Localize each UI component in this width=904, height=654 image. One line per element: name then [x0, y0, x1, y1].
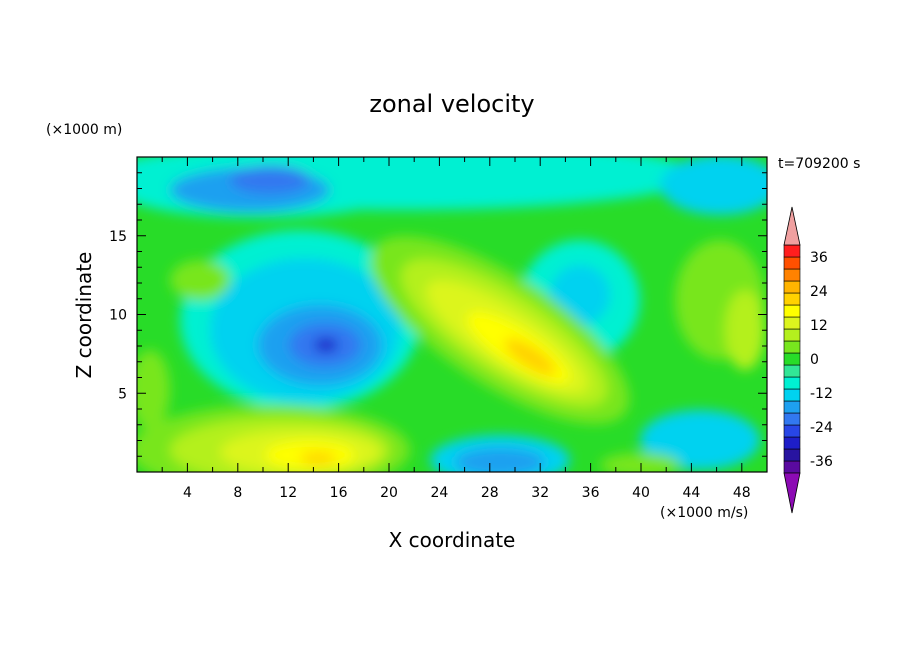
- colorbar-tick-label: 36: [810, 250, 828, 266]
- x-tick-label: 44: [682, 485, 700, 501]
- x-tick-label: 16: [330, 485, 348, 501]
- colorbar-swatch: [783, 280, 801, 294]
- colorbar-swatch: [783, 388, 801, 402]
- x-tick-label: 20: [380, 485, 398, 501]
- colorbar-swatch: [783, 316, 801, 330]
- x-axis-label: X coordinate: [389, 528, 516, 552]
- colorbar-tick-label: 12: [810, 318, 828, 334]
- colorbar-swatch: [783, 304, 801, 318]
- colorbar-swatch: [783, 256, 801, 270]
- colorbar-swatch: [783, 340, 801, 354]
- colorbar-tick-label: -12: [810, 386, 833, 402]
- contour-field: [137, 157, 767, 472]
- colorbar-swatch: [783, 424, 801, 438]
- colorbar-over-triangle: [783, 206, 801, 246]
- y-tick-label: 5: [118, 386, 127, 402]
- x-tick-label: 48: [733, 485, 751, 501]
- colorbar-tick-label: -36: [810, 454, 833, 470]
- time-label: t=709200 s: [778, 156, 860, 172]
- y-units-label: (×1000 m): [46, 122, 122, 138]
- x-tick-label: 32: [531, 485, 549, 501]
- y-tick-label: 10: [109, 308, 127, 324]
- x-units-label: (×1000 m/s): [660, 505, 748, 521]
- colorbar-under-triangle: [783, 472, 801, 514]
- colorbar-swatch: [783, 460, 801, 474]
- x-tick-label: 12: [279, 485, 297, 501]
- colorbar-tick-label: -24: [810, 420, 833, 436]
- colorbar-swatch: [783, 292, 801, 306]
- colorbar-swatch: [783, 436, 801, 450]
- colorbar-swatch: [783, 448, 801, 462]
- colorbar-swatch: [783, 244, 801, 258]
- y-tick-label: 15: [109, 229, 127, 245]
- y-axis-label: Z coordinate: [72, 252, 96, 379]
- x-tick-label: 4: [183, 485, 192, 501]
- colorbar-tick-label: 0: [810, 352, 819, 368]
- x-ticks: 4 8 12 16 20 24 28 32 36 40 44 48: [161, 157, 751, 501]
- colorbar-swatch: [783, 400, 801, 414]
- colorbar-swatch: [783, 412, 801, 426]
- colorbar-swatch: [783, 328, 801, 342]
- colorbar-swatch: [783, 352, 801, 366]
- colorbar-swatch: [783, 268, 801, 282]
- colorbar: 36 24 12 0 -12 -24 -36: [783, 206, 833, 514]
- colorbar-swatch: [783, 364, 801, 378]
- x-tick-label: 40: [632, 485, 650, 501]
- colorbar-tick-label: 24: [810, 284, 828, 300]
- x-tick-label: 24: [430, 485, 448, 501]
- y-ticks: 5 10 15: [109, 172, 767, 457]
- chart-title: zonal velocity: [369, 90, 534, 118]
- x-tick-label: 36: [582, 485, 600, 501]
- x-tick-label: 8: [233, 485, 242, 501]
- x-tick-label: 28: [481, 485, 499, 501]
- colorbar-swatch: [783, 376, 801, 390]
